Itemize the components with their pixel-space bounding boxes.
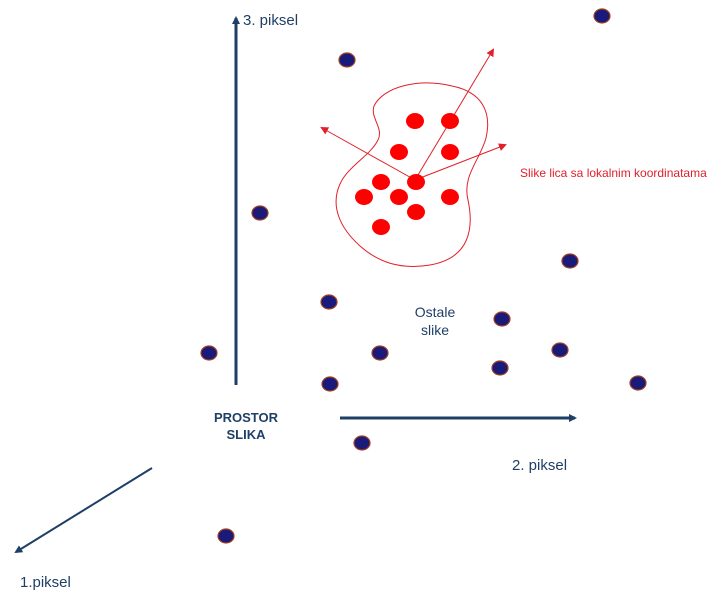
- image-dot: [200, 345, 218, 361]
- other-image-dots: [200, 8, 647, 544]
- other-images-label: Ostale slike: [403, 303, 467, 339]
- image-space-label-line2: SLIKA: [226, 427, 266, 442]
- image-dot: [593, 8, 611, 24]
- image-dot: [251, 205, 269, 221]
- image-dot: [561, 253, 579, 269]
- face-dot: [406, 113, 424, 129]
- image-dot: [629, 375, 647, 391]
- axis-2-label: 2. piksel: [512, 457, 568, 474]
- local-axis-arrow: [320, 127, 416, 181]
- face-dot: [372, 174, 390, 190]
- face-dot: [441, 189, 459, 205]
- face-dot: [390, 189, 408, 205]
- face-dot: [372, 219, 390, 235]
- axis-1-label: 1.piksel: [20, 574, 71, 591]
- image-dot: [338, 52, 356, 68]
- image-dot: [493, 311, 511, 327]
- face-dot: [355, 189, 373, 205]
- image-space-label-line1: PROSTOR: [213, 410, 279, 425]
- image-dot: [321, 376, 339, 392]
- other-images-label-line2: slike: [420, 322, 449, 338]
- image-dot: [353, 435, 371, 451]
- face-dot: [390, 144, 408, 160]
- face-dot: [441, 144, 459, 160]
- local-axis-arrow: [414, 143, 507, 181]
- image-dot: [491, 360, 509, 376]
- axis-1-arrow: [14, 467, 153, 554]
- other-images-label-line1: Ostale: [414, 304, 456, 320]
- face-dot: [441, 113, 459, 129]
- axis-3-label: 3. piksel: [243, 12, 299, 29]
- face-dot: [407, 174, 425, 190]
- face-images-label: Slike lica sa lokalnim koordinatama: [520, 166, 707, 180]
- image-dot: [371, 345, 389, 361]
- image-space-label: PROSTOR SLIKA: [194, 409, 298, 443]
- image-dot: [551, 342, 569, 358]
- face-cluster-outline: [335, 82, 489, 267]
- image-dot: [217, 528, 235, 544]
- image-dot: [320, 294, 338, 310]
- face-dots: [355, 113, 459, 235]
- face-dot: [407, 204, 425, 220]
